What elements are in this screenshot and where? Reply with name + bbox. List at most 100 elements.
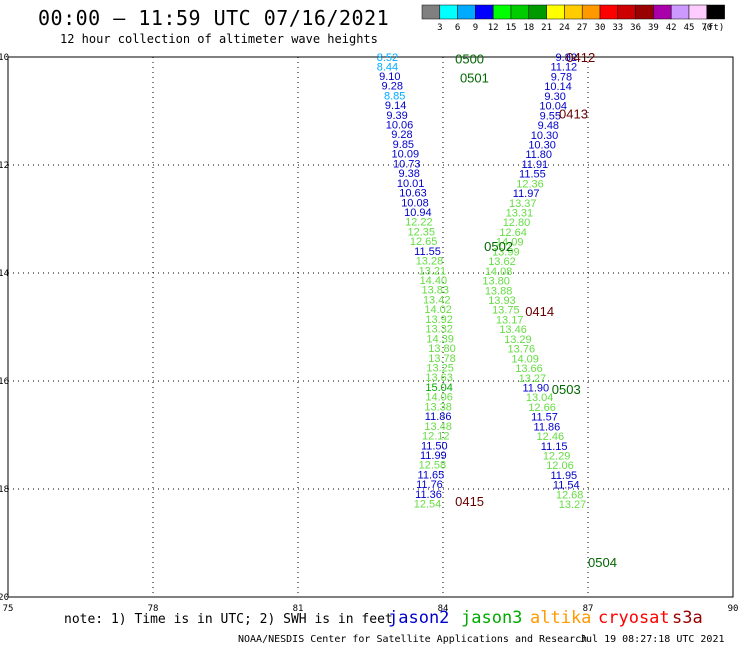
- wave-height-point: 12.29: [543, 451, 571, 463]
- wave-height-point: 11.76: [416, 479, 443, 491]
- y-tick-label: -20: [0, 593, 9, 603]
- wave-height-point: 12.68: [556, 489, 584, 501]
- timestamp-text: Jul 19 08:27:18 UTC 2021: [580, 634, 725, 645]
- colorbar-unit: (ft): [703, 23, 725, 33]
- wave-height-point: 8.85: [384, 90, 405, 102]
- wave-height-point: 13.80: [482, 276, 510, 288]
- wave-height-point: 13.32: [425, 324, 453, 336]
- colorbar-tick-label: 33: [612, 23, 623, 33]
- wave-height-point: 13.63: [425, 372, 453, 384]
- colorbar-tick-label: 45: [684, 23, 695, 33]
- wave-height-point: 13.25: [426, 363, 454, 375]
- wave-height-point: 11.90: [522, 382, 549, 394]
- wave-height-point: 8.44: [377, 62, 398, 74]
- wave-height-point: 13.66: [515, 363, 543, 375]
- colorbar-tick-label: 9: [473, 23, 478, 33]
- time-label: 0500: [455, 52, 484, 67]
- wave-height-point: 11.55: [519, 169, 546, 181]
- wave-height-point: 13.62: [488, 256, 516, 268]
- wave-height-point: 13.42: [423, 294, 451, 306]
- colorbar-tick-label: 42: [666, 23, 677, 33]
- y-tick-label: -18: [0, 485, 9, 495]
- wave-height-point: 14.39: [426, 333, 454, 345]
- legend-s3a: s3a: [672, 608, 703, 628]
- legend-cryosat: cryosat: [598, 608, 670, 628]
- wave-height-point: 9.10: [379, 71, 400, 83]
- colorbar-tick-label: 24: [559, 23, 570, 33]
- x-tick-label: 87: [583, 604, 594, 614]
- colorbar-swatch: [706, 4, 725, 20]
- wave-height-point: 14.40: [420, 275, 448, 287]
- wave-height-point: 12.54: [414, 499, 442, 511]
- legend-altika: altika: [530, 608, 592, 628]
- wave-height-point: 12.46: [537, 431, 565, 443]
- wave-height-point: 9.30: [544, 91, 565, 103]
- wave-height-point: 13.29: [504, 334, 532, 346]
- wave-height-point: 11.54: [553, 480, 580, 492]
- wave-height-point: 13.48: [424, 421, 452, 433]
- wave-height-point: 13.76: [508, 344, 536, 356]
- wave-height-point: 12.58: [419, 460, 447, 472]
- colorbar-tick-label: 30: [595, 23, 606, 33]
- wave-height-point: 13.38: [424, 401, 452, 413]
- wave-height-point: 12.35: [407, 226, 435, 238]
- wave-height-point: 15.04: [425, 382, 453, 394]
- wave-height-point: 11.86: [534, 421, 561, 433]
- wave-height-point: 10.09: [392, 149, 420, 161]
- wave-height-point: 9.38: [398, 168, 419, 180]
- wave-height-point: 12.36: [516, 178, 544, 190]
- wave-height-point: 11.95: [550, 470, 577, 482]
- wave-height-point: 11.86: [425, 411, 452, 423]
- wave-height-point: 13.37: [509, 198, 537, 210]
- note-text: note: 1) Time is in UTC; 2) SWH is in fe…: [64, 612, 393, 627]
- colorbar-tick-label: 27: [577, 23, 588, 33]
- wave-height-point: 12.80: [503, 217, 531, 229]
- wave-height-point: 13.46: [499, 324, 527, 336]
- colorbar-tick-label: 6: [455, 23, 460, 33]
- wave-height-point: 14.06: [425, 392, 453, 404]
- y-tick-label: -14: [0, 269, 9, 279]
- wave-height-point: 14.09: [511, 353, 539, 365]
- wave-height-point: 9.14: [385, 100, 406, 112]
- wave-height-point: 13.78: [428, 353, 456, 365]
- wave-height-point: 14.02: [424, 304, 452, 316]
- wave-height-point: 13.99: [492, 246, 520, 258]
- wave-height-point: 13.27: [519, 373, 547, 385]
- wave-height-point: 12.65: [410, 236, 438, 248]
- x-tick-label: 81: [293, 604, 304, 614]
- wave-height-point: 11.57: [531, 412, 558, 424]
- wave-height-point: 13.92: [425, 314, 453, 326]
- wave-height-point: 10.04: [539, 101, 567, 113]
- wave-height-point: 12.06: [546, 460, 574, 472]
- wave-height-point: 9.82: [556, 52, 577, 64]
- wave-height-point: 10.01: [397, 178, 425, 190]
- credit-text: NOAA/NESDIS Center for Satellite Applica…: [238, 634, 588, 645]
- y-tick-label: -12: [0, 161, 9, 171]
- page-title: 00:00 – 11:59 UTC 07/16/2021: [38, 6, 390, 30]
- wave-height-point: 12.66: [528, 402, 556, 414]
- colorbar-tick-label: 15: [506, 23, 517, 33]
- x-tick-label: 90: [728, 604, 739, 614]
- wave-height-point: 11.12: [550, 62, 577, 74]
- wave-height-point: 10.06: [386, 120, 414, 132]
- wave-height-point: 12.22: [405, 217, 433, 229]
- time-label: 0412: [566, 50, 595, 65]
- wave-height-point: 11.65: [418, 469, 445, 481]
- wave-height-point: 9.78: [551, 71, 572, 83]
- wave-height-point: 10.94: [404, 207, 432, 219]
- wave-height-point: 9.48: [538, 120, 559, 132]
- time-label: 0415: [455, 494, 484, 509]
- wave-height-point: 11.55: [414, 246, 441, 258]
- wave-height-point: 11.91: [521, 159, 548, 171]
- legend-jason3: jason3: [461, 608, 523, 628]
- x-tick-label: 75: [3, 604, 14, 614]
- colorbar-tick-label: 18: [523, 23, 534, 33]
- x-tick-label: 84: [438, 604, 449, 614]
- wave-height-point: 10.14: [544, 81, 572, 93]
- wave-height-point: 13.75: [492, 305, 520, 317]
- time-label: 0503: [552, 382, 581, 397]
- wave-height-point: 11.97: [513, 188, 540, 200]
- wave-height-point: 8.52: [377, 52, 398, 64]
- wave-height-point: 13.93: [488, 295, 516, 307]
- colorbar-tick-label: 70: [701, 23, 712, 33]
